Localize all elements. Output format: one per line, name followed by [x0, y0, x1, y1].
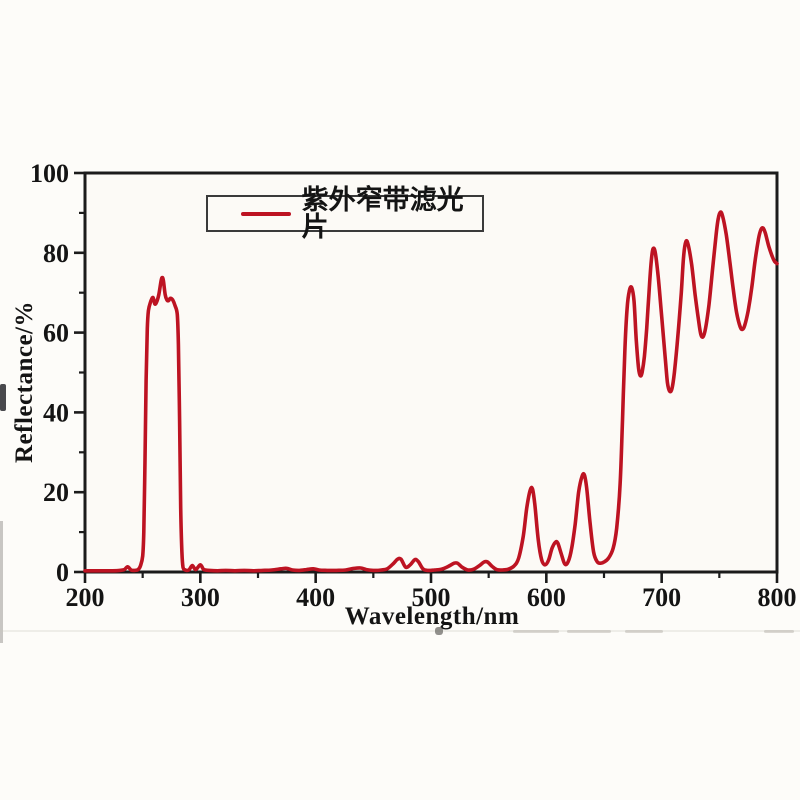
watermark-smudge-dot: [435, 627, 443, 635]
y-tick-label: 40: [43, 398, 69, 427]
x-tick-label: 600: [527, 583, 566, 612]
watermark-smudge: [625, 630, 663, 633]
reflectance-curve: [83, 210, 779, 573]
y-tick-label: 80: [43, 239, 69, 268]
watermark-smudge: [513, 630, 559, 633]
legend-line-sample: [241, 211, 291, 216]
legend-label: 紫外窄带滤光片: [301, 184, 464, 242]
y-tick-labels: 0 20 40 60 80 100: [30, 159, 69, 587]
y-tick-label: 0: [56, 558, 69, 587]
x-tick-label: 200: [66, 583, 105, 612]
x-tick-label: 300: [181, 583, 220, 612]
legend-box: 紫外窄带滤光片: [206, 186, 484, 240]
watermark-smudge-line: [0, 630, 800, 632]
x-tick-label: 800: [758, 583, 797, 612]
x-tick-labels: 200 300 400 500 600 700 800: [66, 583, 797, 612]
y-tick-label: 60: [43, 319, 69, 348]
left-edge-artifact-dark: [0, 384, 6, 411]
watermark-smudge: [764, 630, 794, 633]
x-tick-label: 400: [296, 583, 335, 612]
x-axis-title: Wavelength/nm: [344, 603, 520, 630]
y-tick-label: 20: [43, 478, 69, 507]
plot-border: [83, 171, 779, 574]
left-edge-artifact-sliver: [0, 521, 3, 643]
y-axis-title: Reflectance/%: [11, 301, 38, 463]
axis-ticks: [74, 171, 779, 583]
x-tick-label: 500: [412, 583, 451, 612]
watermark-smudge: [567, 630, 611, 633]
y-tick-label: 100: [30, 159, 69, 188]
x-tick-label: 700: [642, 583, 681, 612]
